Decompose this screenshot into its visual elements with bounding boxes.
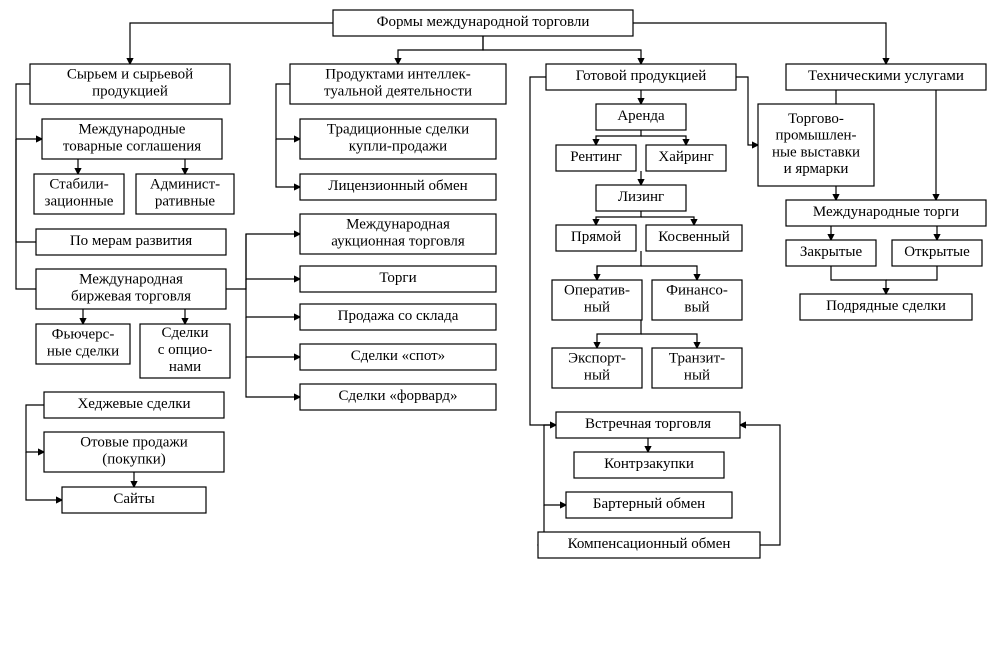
node-sites: Сайты [62,487,206,513]
node-rent: Аренда [596,104,686,130]
node-oper: Оператив-ный [552,280,642,320]
node-label: Формы международной торговли [377,14,590,30]
node-raw: Сырьем и сырьевойпродукцией [30,64,230,104]
node-counter: Встречная торговля [556,412,740,438]
node-label: Контрзакупки [604,456,694,472]
node-fin: Финансо-вый [652,280,742,320]
node-tech: Техническими услугами [786,64,986,90]
node-auc: Международнаяаукционная торговля [300,214,496,254]
node-itorgi: Международные торги [786,200,986,226]
node-exp: Экспорт-ный [552,348,642,388]
node-label: Стабили-зационные [45,177,114,210]
node-label: Админист-ративные [150,177,220,210]
node-label: Лицензионный обмен [328,178,467,194]
node-label: Рентинг [570,149,622,165]
node-label: Хеджевые сделки [77,396,190,412]
node-stock: Продажа со склада [300,304,496,330]
flowchart: Формы международной торговли Сырьем и сыр… [0,0,1000,649]
node-label: Сайты [113,491,154,507]
node-direct: Прямой [556,225,636,251]
edge [597,251,641,280]
node-closed: Закрытые [786,240,876,266]
edge [740,425,780,545]
node-root: Формы международной торговли [333,10,633,36]
edge [641,217,694,225]
node-label: Международнаяаукционная торговля [331,217,465,250]
node-label: Встречная торговля [585,416,711,432]
edge [16,139,36,289]
node-tran: Транзит-ный [652,348,742,388]
edge [641,136,686,145]
edge [398,36,483,64]
node-label: Косвенный [658,229,730,245]
edge [246,279,300,317]
node-fair: Торгово-промышлен-ные выставкии ярмарки [758,104,874,186]
node-fwd: Сделки «форвард» [300,384,496,410]
node-admin: Админист-ративные [136,174,234,214]
node-label: Закрытые [800,244,863,260]
node-whole: Отовые продажи(покупки) [44,432,224,472]
edge [246,234,300,279]
node-label: Продажа со склада [338,308,459,324]
edge [596,130,641,145]
node-label: По мерам развития [70,233,192,249]
node-hedge: Хеджевые сделки [44,392,224,418]
edge [26,405,44,452]
node-label: Продуктами интеллек-туальной деятельност… [324,67,472,100]
node-ita: Международныетоварные соглашения [42,119,222,159]
node-trad: Традиционные сделкикупли-продажи [300,119,496,159]
node-comp: Компенсационный обмен [538,532,760,558]
edge [276,139,300,187]
node-opt: Сделкис опцио-нами [140,324,230,378]
node-label: Сделки «форвард» [338,388,457,404]
node-label: Бартерный обмен [593,496,705,512]
node-renting: Рентинг [556,145,636,171]
node-label: Лизинг [618,189,664,205]
node-lic: Лицензионный обмен [300,174,496,200]
node-label: Международныетоварные соглашения [63,122,201,155]
edge [130,23,333,64]
node-spot: Сделки «спот» [300,344,496,370]
node-label: Аренда [617,108,665,124]
node-indir: Косвенный [646,225,742,251]
edge [641,266,697,280]
node-label: Открытые [904,244,970,260]
edge [16,139,36,242]
node-label: Сделки «спот» [351,348,445,364]
node-ready: Готовой продукцией [546,64,736,90]
node-label: Компенсационный обмен [568,536,731,552]
edge [246,357,300,397]
node-label: Фьючерс-ные сделки [47,327,119,360]
node-torgi: Торги [300,266,496,292]
edge [736,77,758,145]
node-fut: Фьючерс-ные сделки [36,324,130,364]
node-hiring: Хайринг [646,145,726,171]
node-label: Международнаябиржевая торговля [71,272,191,305]
edge [886,266,937,280]
node-open: Открытые [892,240,982,266]
node-label: Торги [379,270,416,286]
edge [831,266,886,294]
edge [597,320,641,348]
node-leasing: Лизинг [596,185,686,211]
node-label: Готовой продукцией [576,68,707,84]
node-devel: По мерам развития [36,229,226,255]
edge [641,334,697,348]
node-exch: Международнаябиржевая торговля [36,269,226,309]
node-label: Подрядные сделки [826,298,946,314]
edge [246,317,300,357]
node-label: Хайринг [658,149,713,165]
node-label: Прямой [571,229,621,245]
node-label: Международные торги [813,204,959,220]
node-label: Техническими услугами [808,68,964,84]
edge [596,211,641,225]
edge [633,23,886,64]
node-bart: Бартерный обмен [566,492,732,518]
node-kontr: Контрзакупки [574,452,724,478]
node-intel: Продуктами интеллек-туальной деятельност… [290,64,506,104]
edge [226,234,300,289]
node-stab: Стабили-зационные [34,174,124,214]
node-contract: Подрядные сделки [800,294,972,320]
edge [483,36,641,64]
